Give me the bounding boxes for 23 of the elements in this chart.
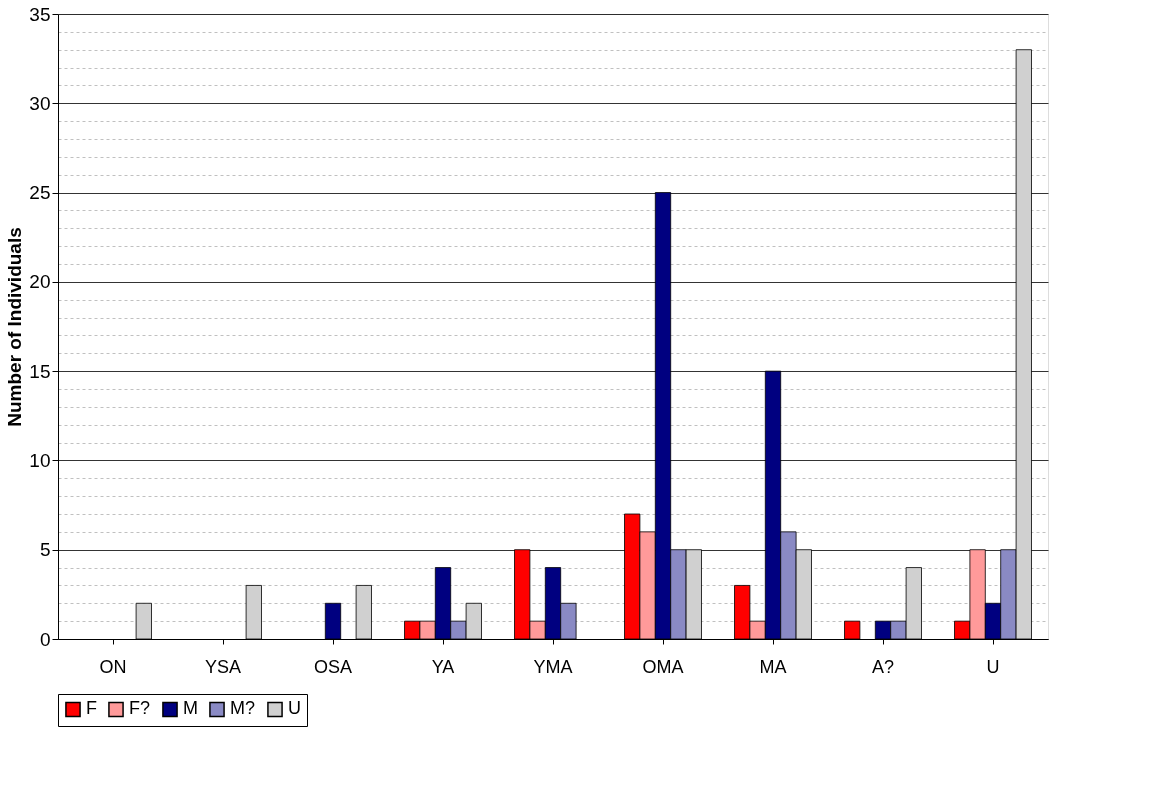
y-axis-title: Number of Individuals	[4, 227, 26, 427]
y-tick-label: 35	[29, 3, 51, 25]
x-tick-label: OMA	[642, 656, 684, 677]
y-tick-label: 5	[39, 539, 51, 561]
y-tick-label: 25	[29, 182, 51, 204]
x-tick-label: MA	[759, 656, 787, 677]
x-tick-label: YSA	[204, 656, 242, 677]
x-tick-label: ON	[99, 656, 127, 677]
legend-label: F?	[129, 698, 151, 719]
legend-label: F	[86, 698, 97, 719]
x-tick-label: YA	[431, 656, 455, 677]
x-tick-label: OSA	[313, 656, 353, 677]
y-tick-label: 0	[39, 628, 51, 650]
y-tick-label: 20	[29, 271, 51, 293]
legend-label: M	[183, 698, 198, 719]
legend-label: U	[288, 698, 301, 719]
x-tick-label: U	[986, 656, 1000, 677]
y-tick-label: 15	[29, 360, 51, 382]
y-tick-label: 30	[29, 92, 51, 114]
y-tick-label: 10	[29, 449, 51, 471]
legend-label: M?	[230, 698, 256, 719]
x-tick-label: YMA	[533, 656, 573, 677]
x-tick-label: A?	[871, 656, 895, 677]
